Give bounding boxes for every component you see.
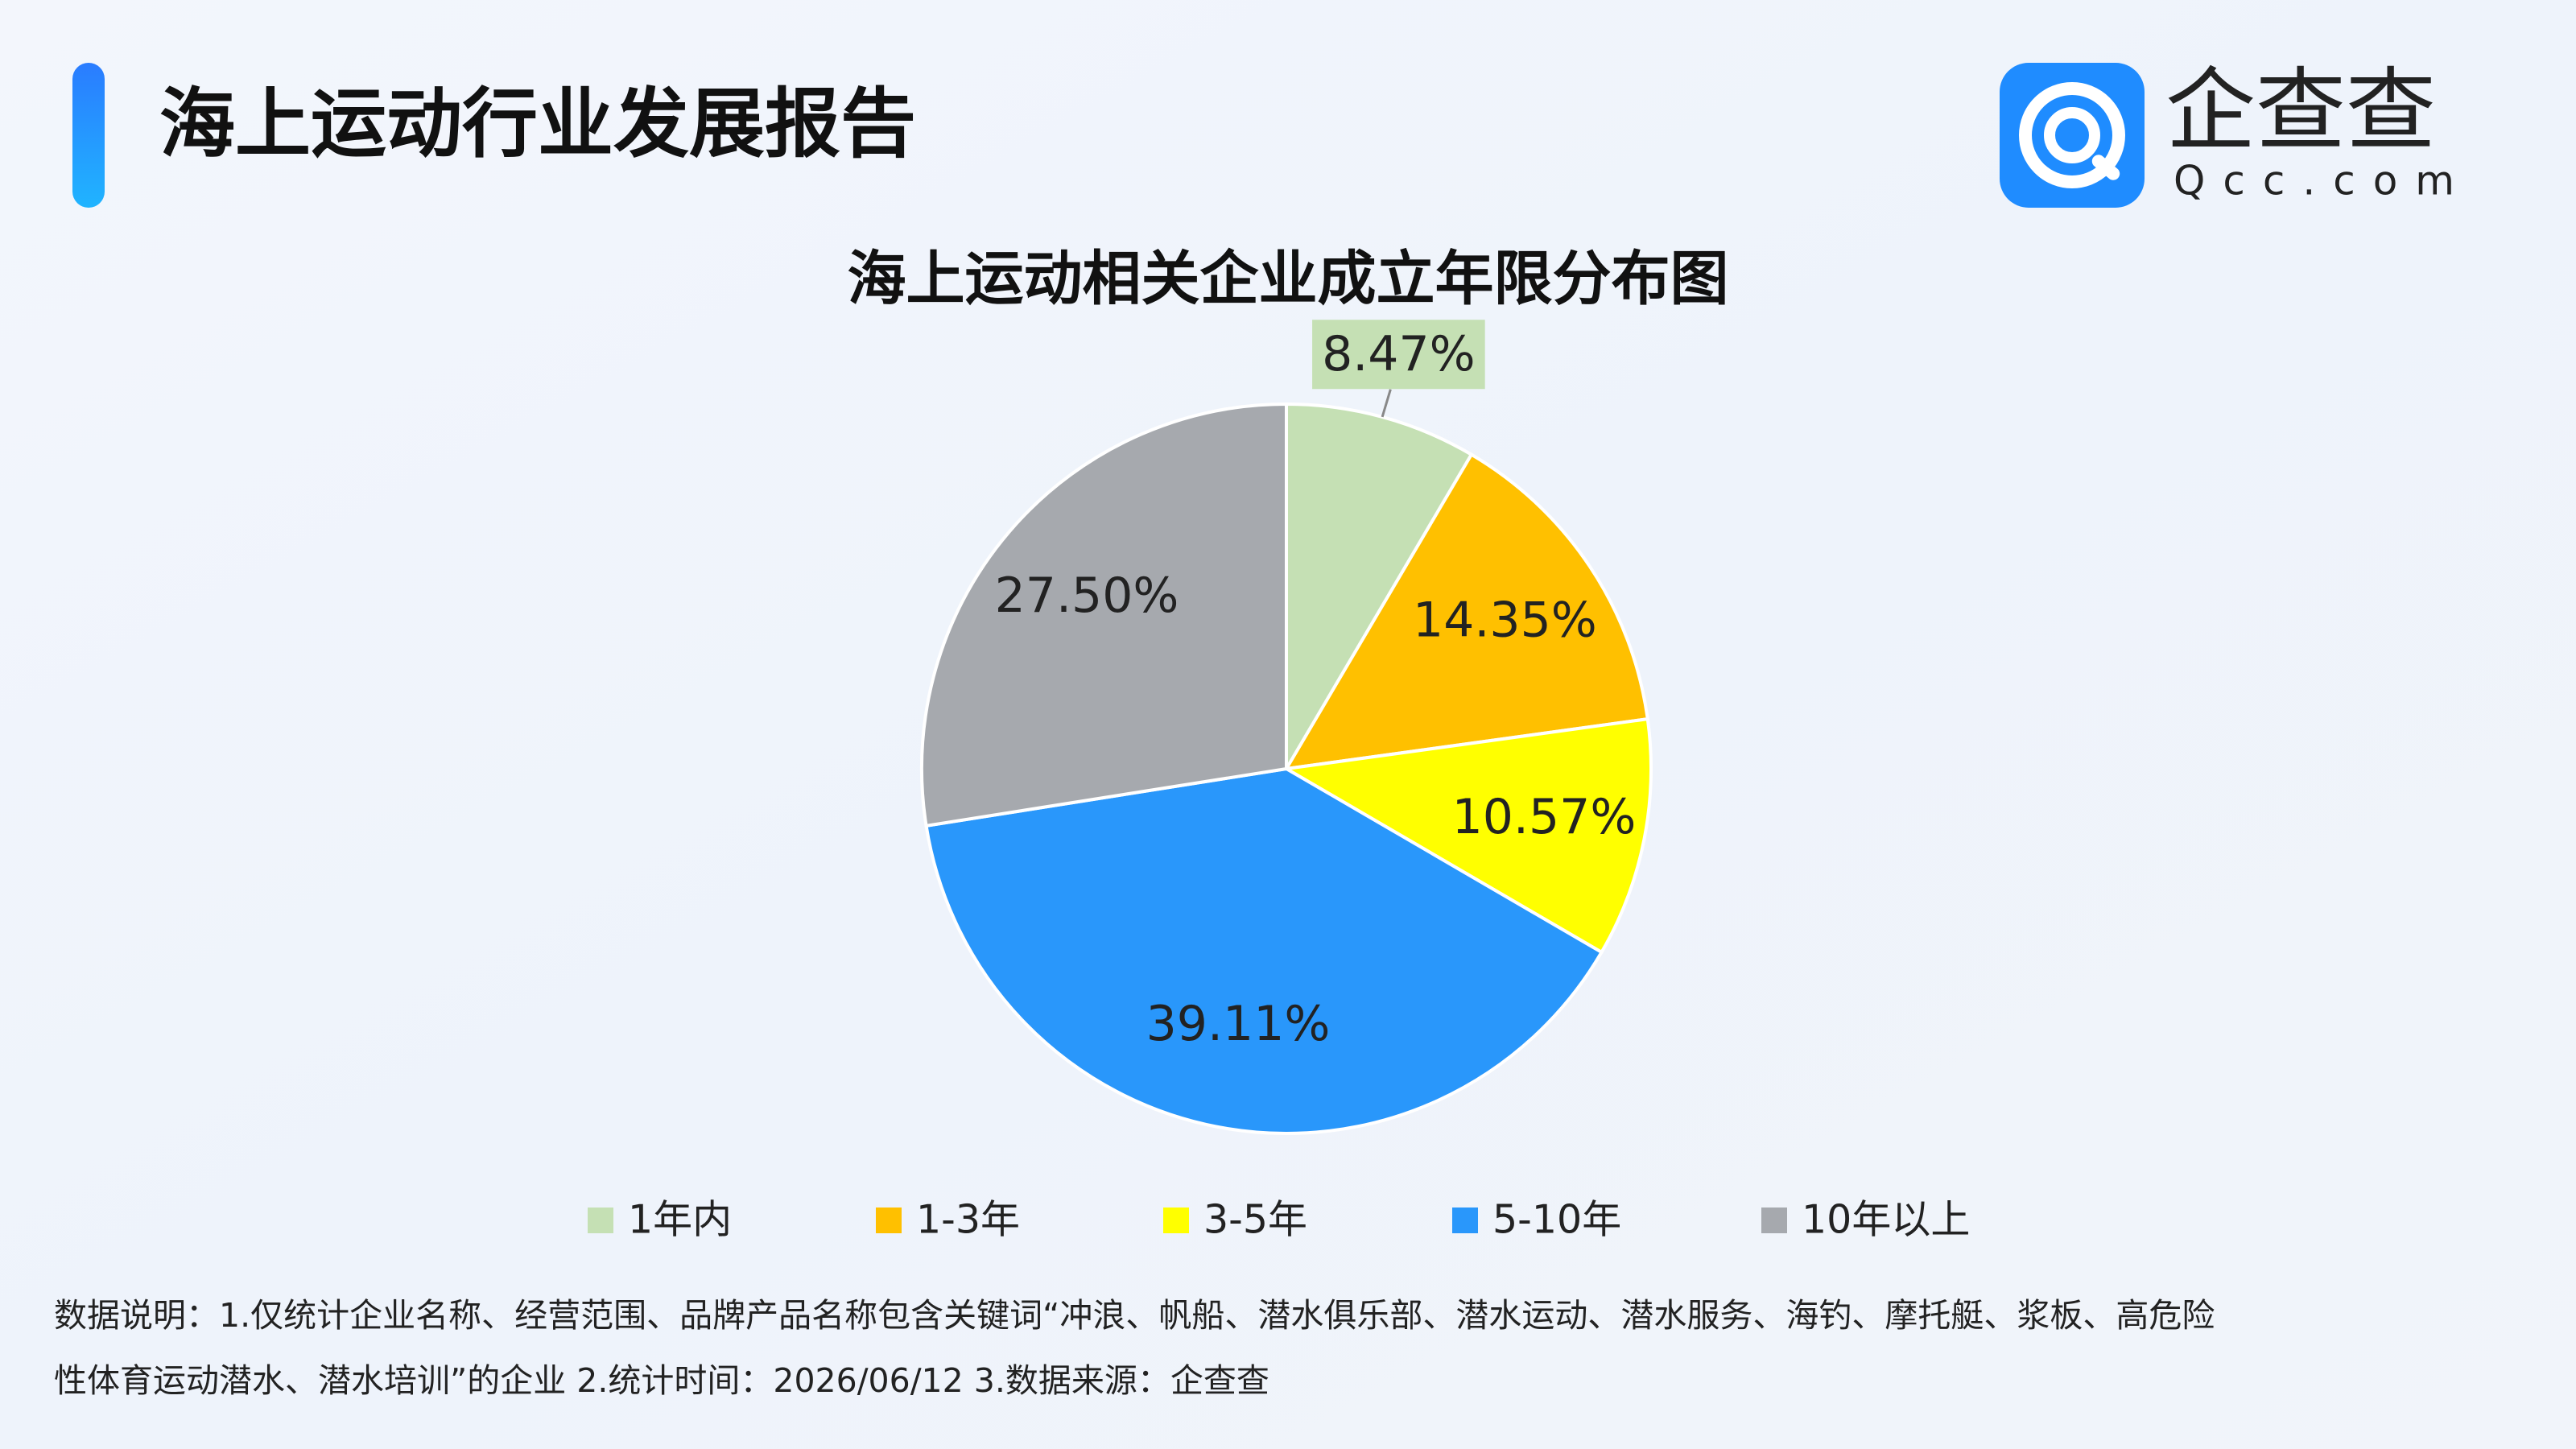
legend-swatch	[1761, 1208, 1787, 1233]
note-line: 数据说明：1.仅统计企业名称、经营范围、品牌产品名称包含关键词“冲浪、帆船、潜水…	[54, 1296, 2215, 1335]
data-label: 10.57%	[1452, 789, 1637, 845]
header-title: 海上运动行业发展报告	[159, 80, 916, 168]
pie-slice	[1283, 452, 1650, 771]
legend-label: 10年以上	[1802, 1197, 1970, 1243]
data-label: 14.35%	[1413, 592, 1597, 649]
header-accent	[72, 63, 105, 208]
logo: 企查查 Qcc.com	[2000, 59, 2472, 208]
legend: 1年内 1-3年 3-5年 5-10年 10年以上	[588, 1197, 1970, 1243]
legend-swatch	[876, 1208, 902, 1233]
legend-label: 1-3年	[916, 1197, 1020, 1243]
legend-swatch	[1163, 1208, 1189, 1233]
data-label-box	[1312, 320, 1485, 390]
legend-swatch	[1452, 1208, 1478, 1233]
data-label: 8.47%	[1322, 326, 1476, 382]
logo-ring	[2019, 82, 2125, 188]
logo-ring-inner	[2044, 107, 2100, 163]
pie: 8.47% 14.35% 10.57% 39.11% 27.50%	[920, 320, 1653, 1135]
chart-title: 海上运动相关企业成立年限分布图	[848, 245, 1729, 313]
logo-sub: Qcc.com	[2174, 158, 2472, 204]
legend-label: 3-5年	[1203, 1197, 1307, 1243]
legend-swatch	[588, 1208, 613, 1233]
logo-tail	[2091, 155, 2120, 180]
note-line: 性体育运动潜水、潜水培训”的企业 2.统计时间：2026/06/12 3.数据来…	[54, 1361, 1269, 1400]
pie-slice	[920, 402, 1288, 828]
legend-label: 1年内	[628, 1197, 732, 1243]
pie-slice	[1281, 716, 1653, 955]
pie-slice	[924, 766, 1604, 1135]
data-label: 39.11%	[1146, 996, 1331, 1052]
pie-slice	[1285, 402, 1474, 775]
data-label: 27.50%	[995, 568, 1179, 624]
leader-line	[1381, 389, 1392, 418]
logo-text: 企查查	[2165, 59, 2436, 163]
legend-label: 5-10年	[1492, 1197, 1621, 1243]
